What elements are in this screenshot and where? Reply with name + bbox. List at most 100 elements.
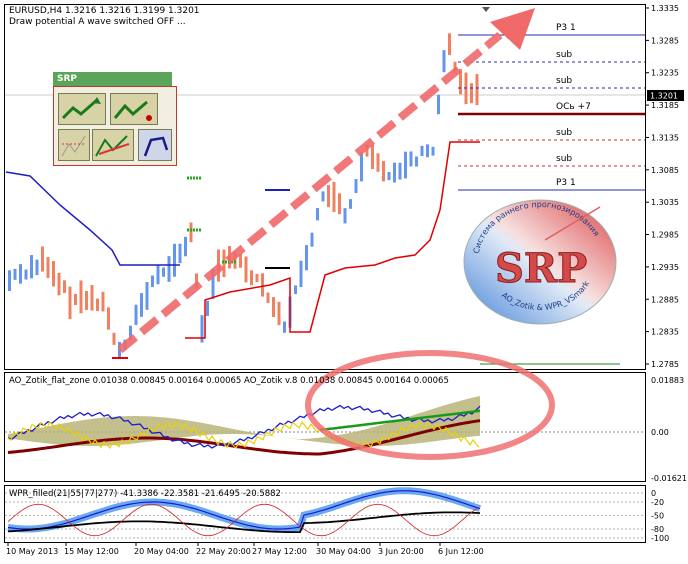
wpr-indicator-label: WPR_filled(21|55|77|277) -41.3386 -22.35… (9, 489, 281, 499)
time-axis: 10 May 2013 15 May 12:00 20 May 04:00 22 Ma… (6, 542, 484, 556)
price-tick-label: 1.3335 (651, 4, 679, 13)
price-bar (90, 285, 94, 311)
wpr-axis-label: 0 (651, 489, 656, 498)
price-bar (327, 185, 330, 208)
price-bar (107, 307, 110, 330)
price-bar (349, 199, 352, 209)
main-chart-frame (4, 4, 646, 370)
ao-axis-label: 0.01883 (651, 376, 684, 385)
price-bar (41, 246, 44, 272)
wpr-indicator: 0-20 -50 -80-100 (5, 487, 669, 543)
wpr-red-line (7, 503, 480, 537)
ao-panel-frame (4, 372, 646, 482)
price-bar (68, 286, 72, 320)
price-bar (261, 273, 264, 297)
level-lines: P3 1 sub sub OCь +7 sub sub P3 1 (458, 23, 645, 191)
srp-panel-title[interactable]: SRP (53, 72, 172, 86)
price-bar (332, 181, 336, 212)
time-tick-label: 20 May 04:00 (134, 547, 189, 556)
srp-logo: Система раннего прогнозирования AO_Zotik… (463, 199, 617, 325)
price-bar (266, 292, 270, 303)
price-tick-label: 1.2835 (651, 328, 679, 337)
price-bar (74, 293, 77, 306)
price-bar (79, 280, 83, 314)
time-tick-label: 10 May 2013 (6, 547, 58, 556)
price-bar (112, 332, 116, 345)
current-price-label: 1.3201 (650, 92, 678, 101)
price-bar (277, 301, 281, 326)
price-bar (360, 152, 363, 182)
price-bar (244, 256, 248, 283)
price-bar (118, 341, 121, 360)
level-label: sub (556, 76, 572, 86)
ao-maroon-line (7, 419, 481, 456)
price-bar (415, 156, 418, 167)
price-bar (409, 151, 413, 167)
price-bar (206, 300, 209, 316)
price-bar (24, 269, 28, 280)
wave-channel-button[interactable] (92, 129, 134, 161)
price-bar (156, 264, 160, 285)
price-bar (162, 267, 165, 277)
status-line: Draw potential A wave switched OFF ... (9, 17, 186, 27)
price-tick-label: 1.3185 (651, 101, 679, 110)
price-bar (305, 245, 308, 271)
wave-up-point-button[interactable] (110, 93, 158, 125)
price-bar (387, 171, 391, 181)
price-bar (19, 264, 22, 284)
price-bar (448, 33, 451, 56)
price-bar (398, 162, 402, 180)
price-tick-label: 1.2985 (651, 231, 679, 240)
price-bar (85, 291, 88, 310)
price-bar (178, 243, 182, 264)
price-bar (35, 259, 39, 276)
price-bar (96, 298, 99, 312)
ao-indicator-label: AO_Zotik_flat_zone 0.01038 0.00845 0.001… (9, 376, 449, 386)
current-price-marker: 1.3201 (647, 90, 684, 101)
price-bar (13, 268, 17, 280)
wpr-black-line (7, 511, 481, 533)
price-bar (167, 256, 171, 282)
red-stop-line (185, 141, 480, 339)
draw-line-button[interactable] (138, 129, 172, 161)
ao-green-line (319, 409, 481, 432)
zigzag-channel-icon (95, 135, 130, 157)
price-bar (52, 261, 55, 287)
price-tick-label: 1.2785 (651, 360, 679, 369)
price-bar (310, 232, 314, 247)
price-bar (195, 273, 198, 289)
forecast-arrow (117, 31, 503, 354)
wpr-blue-line (7, 490, 481, 530)
price-tick-label: 1.2935 (651, 263, 679, 272)
price-tick-label: 1.2885 (651, 295, 679, 304)
price-bar (200, 315, 204, 343)
price-bar (151, 275, 154, 288)
price-bar (354, 179, 358, 194)
price-bar (283, 321, 286, 333)
shift-marker (482, 7, 490, 12)
srp-panel (53, 86, 177, 166)
trend-up-icon (61, 97, 101, 120)
price-bar (404, 151, 407, 179)
wpr-axis-label: -100 (651, 534, 669, 543)
blue-stop-line (5, 171, 180, 266)
ao-flat-zone (8, 396, 480, 446)
wave-up-button[interactable] (58, 93, 106, 125)
price-bar (316, 207, 319, 221)
price-bar (338, 193, 341, 215)
price-tick-label: 1.3285 (651, 36, 679, 45)
price-bar (129, 325, 132, 340)
time-tick-label: 27 May 12:00 (252, 547, 307, 556)
ao-axis-label: 0.00 (651, 428, 669, 437)
price-bar (470, 83, 473, 104)
trend-point-icon (113, 100, 152, 121)
price-tick-label: 1.3235 (651, 69, 679, 78)
chart-overlays (5, 7, 620, 365)
wave-thin-button[interactable] (58, 129, 90, 161)
price-tick-label: 1.3085 (651, 166, 679, 175)
price-bar (437, 94, 440, 115)
wpr-panel-frame (4, 485, 646, 543)
price-bar (239, 254, 242, 268)
price-bar (140, 293, 143, 317)
price-bar (8, 270, 11, 291)
